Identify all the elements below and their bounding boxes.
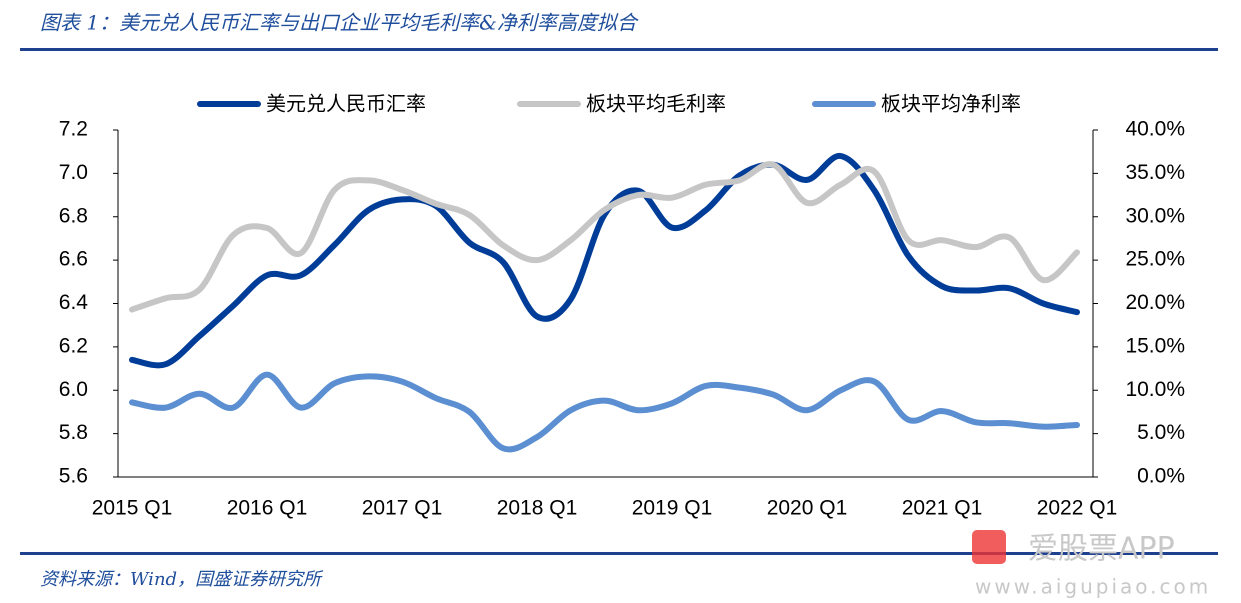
legend-label: 板块平均毛利率 bbox=[586, 92, 726, 116]
x-tick-label: 2021 Q1 bbox=[902, 497, 983, 520]
y2-tick-label: 0.0% bbox=[1137, 465, 1185, 488]
x-tick-label: 2019 Q1 bbox=[632, 497, 713, 520]
series-line bbox=[129, 161, 1080, 313]
watermark-url: www.aigupiao.com bbox=[975, 575, 1211, 599]
series-line bbox=[129, 371, 1080, 453]
y2-tick-label: 25.0% bbox=[1125, 248, 1185, 271]
y-tick-label: 5.6 bbox=[59, 465, 88, 488]
x-tick-label: 2015 Q1 bbox=[92, 497, 173, 520]
chart-title: 图表 1：美元兑人民币汇率与出口企业平均毛利率&净利率高度拟合 bbox=[40, 11, 639, 35]
y2-tick-label: 5.0% bbox=[1137, 421, 1185, 444]
y-tick-label: 7.2 bbox=[59, 118, 88, 141]
y-tick-label: 6.6 bbox=[59, 248, 88, 271]
y2-tick-label: 30.0% bbox=[1125, 204, 1185, 227]
y2-tick-label: 15.0% bbox=[1125, 334, 1185, 357]
y-tick-label: 6.2 bbox=[59, 334, 88, 357]
legend-label: 美元兑人民币汇率 bbox=[266, 92, 426, 116]
source-rule bbox=[20, 552, 1218, 555]
legend-label: 板块平均净利率 bbox=[881, 92, 1021, 116]
y2-tick-label: 35.0% bbox=[1125, 161, 1185, 184]
source-note: 资料来源：Wind，国盛证券研究所 bbox=[40, 569, 324, 590]
x-tick-label: 2016 Q1 bbox=[227, 497, 308, 520]
x-tick-label: 2020 Q1 bbox=[767, 497, 848, 520]
series-line bbox=[129, 153, 1080, 369]
title-rule bbox=[20, 48, 1218, 51]
watermark: 爱股票APP bbox=[1028, 532, 1175, 567]
y2-tick-label: 10.0% bbox=[1125, 378, 1185, 401]
y2-tick-label: 40.0% bbox=[1125, 118, 1185, 141]
x-tick-label: 2017 Q1 bbox=[362, 497, 443, 520]
y2-tick-label: 20.0% bbox=[1125, 291, 1185, 314]
watermark-icon bbox=[972, 530, 1006, 564]
y-tick-label: 6.4 bbox=[59, 291, 89, 314]
y-tick-label: 7.0 bbox=[59, 161, 88, 184]
y-tick-label: 6.8 bbox=[59, 204, 88, 227]
y-tick-label: 5.8 bbox=[59, 421, 88, 444]
x-tick-label: 2018 Q1 bbox=[497, 497, 578, 520]
y-tick-label: 6.0 bbox=[59, 378, 88, 401]
x-tick-label: 2022 Q1 bbox=[1037, 497, 1118, 520]
